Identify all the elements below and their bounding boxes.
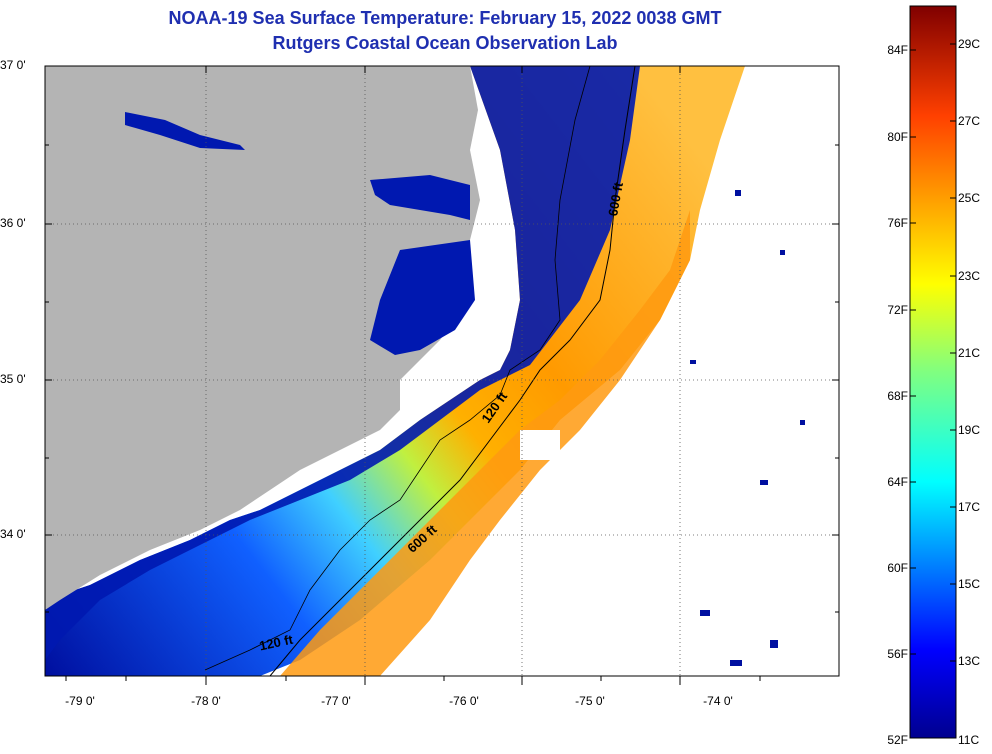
colorbar-f-label-72: 72F: [887, 303, 908, 317]
colorbar-c-label-17: 17C: [958, 500, 981, 514]
lon-label-78: -78 0': [191, 694, 221, 708]
map-area: [45, 66, 839, 676]
colorbar-c-label-11: 11C: [958, 733, 980, 747]
colorbar-c-label-13: 13C: [958, 654, 981, 668]
isobath-label-lower-120: 120 ft: [258, 632, 295, 654]
colorbar-c-label-29: 29C: [958, 37, 981, 51]
cloud-speckles: [500, 380, 770, 650]
lat-label-37: 37 0': [0, 58, 26, 72]
lat-label-34: 34 0': [0, 527, 26, 541]
colorbar-c-label-25: 25C: [958, 191, 981, 205]
lon-label-76: -76 0': [449, 694, 479, 708]
colorbar-f-label-64: 64F: [887, 475, 908, 489]
colorbar-c-label-23: 23C: [958, 269, 981, 283]
land-mass: [45, 66, 480, 610]
albemarle-sound: [370, 175, 470, 220]
longitude-ticks: [65, 66, 761, 685]
map-title: NOAA-19 Sea Surface Temperature: Februar…: [168, 8, 722, 28]
colorbar-f-label-80: 80F: [887, 130, 908, 144]
pamlico-sound: [370, 240, 475, 355]
graticule: [45, 66, 839, 676]
isobath-600ft: [269, 66, 636, 676]
lat-label-35: 35 0': [0, 372, 26, 386]
colorbar-f-label-84: 84F: [887, 43, 908, 57]
temperature-colorbar: [909, 5, 957, 739]
cold-pixel-speckles: [690, 190, 805, 666]
isobath-120ft: [204, 66, 591, 671]
map-frame: [44, 65, 840, 677]
colorbar-c-label-21: 21C: [958, 346, 981, 360]
gulf-stream-warm-band: [280, 210, 690, 676]
colorbar-f-label-76: 76F: [887, 216, 908, 230]
colorbar-ticks: [910, 43, 956, 662]
inland-lake: [125, 112, 245, 150]
colorbar-c-label-19: 19C: [958, 423, 981, 437]
lon-label-77: -77 0': [321, 694, 351, 708]
lon-label-79: -79 0': [65, 694, 95, 708]
colorbar-c-label-15: 15C: [958, 577, 981, 591]
colorbar-f-label-60: 60F: [887, 561, 908, 575]
isobath-label-upper-600: 600 ft: [605, 181, 626, 218]
lon-label-74: -74 0': [703, 694, 733, 708]
latitude-ticks: [45, 65, 839, 613]
lon-label-75: -75 0': [575, 694, 605, 708]
colorbar-c-label-27: 27C: [958, 114, 981, 128]
colorbar-f-label-68: 68F: [887, 389, 908, 403]
colorbar-f-label-56: 56F: [887, 647, 908, 661]
lat-label-36: 36 0': [0, 216, 26, 230]
colorbar-f-label-52: 52F: [887, 733, 908, 747]
map-subtitle: Rutgers Coastal Ocean Observation Lab: [272, 33, 618, 53]
